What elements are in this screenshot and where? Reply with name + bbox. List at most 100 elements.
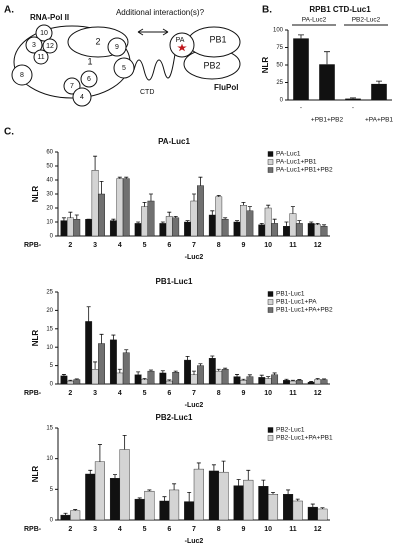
subunit-label: 6 (87, 76, 91, 83)
subunit (33, 49, 49, 65)
error-bar (297, 220, 302, 224)
bar (314, 379, 322, 385)
error-bar (137, 497, 142, 500)
error-bar (322, 378, 327, 380)
subunit (72, 87, 92, 107)
legend-label: PB2-Luc1 (276, 427, 305, 434)
error-bar (284, 221, 289, 227)
x-tick-label: +PA+PB1 (365, 117, 393, 124)
x-prefix: RPB- (24, 526, 42, 533)
bar (283, 225, 290, 237)
legend-label: PB2-Luc1+PA+PB1 (276, 435, 333, 442)
bar (283, 494, 294, 521)
pb1-label: PB1 (209, 34, 226, 44)
legend-swatch (267, 167, 274, 173)
error-bar (272, 372, 277, 375)
y-tick-label: 50 (276, 63, 283, 69)
x-prefix: RPB- (24, 242, 42, 249)
bar (258, 224, 266, 237)
error-bar (122, 434, 127, 450)
error-bar (235, 220, 240, 222)
bar (70, 510, 81, 521)
flupol-label: FluPol (214, 83, 238, 92)
y-tick-label: 15 (46, 326, 53, 332)
pa-label: PA (176, 37, 185, 44)
bar (91, 169, 99, 237)
group-label: PA-Luc2 (302, 17, 327, 24)
bar (116, 372, 124, 385)
bar (94, 461, 105, 521)
bar (258, 377, 266, 385)
bar (98, 193, 105, 237)
bar (197, 185, 204, 237)
y-tick-label: 25 (46, 290, 53, 296)
bar (60, 375, 68, 385)
bar (122, 352, 130, 385)
error-bar (99, 181, 104, 194)
error-bar (117, 368, 122, 373)
error-bar (247, 206, 252, 211)
error-bar (117, 176, 122, 179)
x-tick-label: 8 (217, 526, 221, 533)
bar (159, 372, 167, 385)
error-bar (241, 378, 246, 381)
y-tick-label: 0 (50, 382, 54, 388)
bar (215, 370, 223, 385)
legend-label: PA-Luc1 (276, 151, 301, 158)
error-bar (192, 193, 196, 201)
bar (184, 501, 195, 521)
error-bar (271, 492, 276, 495)
bar (293, 38, 309, 100)
x-axis-label: -Luc2 (185, 402, 204, 409)
error-bar (192, 370, 196, 375)
subunit-label: 9 (115, 44, 119, 51)
x-tick-label: 7 (192, 390, 196, 397)
x-tick-label: 6 (167, 390, 171, 397)
x-tick-label: 8 (217, 242, 221, 249)
y-tick-label: 0 (50, 518, 54, 524)
error-bar (172, 483, 177, 490)
bar (264, 207, 272, 237)
error-bar (185, 356, 190, 361)
bar (147, 200, 155, 237)
error-bar (286, 489, 291, 495)
error-bar (112, 474, 117, 479)
bar (283, 380, 290, 385)
error-bar (324, 51, 330, 65)
error-bar (63, 512, 68, 516)
chart-title: RPB1 CTD-Luc1 (309, 5, 371, 14)
subunit (35, 24, 53, 42)
error-bar (93, 361, 98, 370)
error-bar (148, 369, 153, 372)
bar (159, 500, 170, 521)
x-tick-label: 10 (264, 242, 272, 249)
x-tick-label: 3 (93, 242, 97, 249)
y-tick-label: 50 (46, 164, 53, 170)
bar (307, 506, 318, 521)
bar (109, 220, 117, 237)
error-bar (272, 218, 277, 224)
bar (215, 196, 223, 237)
bar (122, 178, 130, 237)
bar (109, 478, 121, 521)
error-bar (235, 374, 240, 377)
x-tick-label: 11 (289, 390, 297, 397)
legend-label: PB1-Luc1 (276, 291, 305, 298)
bar (165, 216, 173, 237)
bar (184, 359, 191, 385)
error-bar (160, 370, 165, 373)
pb2-label: PB2 (203, 60, 220, 70)
x-tick-label: 7 (192, 242, 196, 249)
x-tick-label: 8 (217, 390, 221, 397)
panel-label: C. (4, 127, 14, 138)
bar (243, 479, 254, 521)
error-bar (216, 195, 221, 197)
subunit (42, 38, 58, 54)
bar (289, 213, 297, 237)
bar (172, 217, 180, 237)
bar (240, 380, 247, 385)
error-bar (86, 306, 91, 322)
y-tick-label: 75 (276, 45, 283, 51)
x-tick-label: 11 (289, 242, 297, 249)
x-tick-label: - (352, 105, 354, 112)
